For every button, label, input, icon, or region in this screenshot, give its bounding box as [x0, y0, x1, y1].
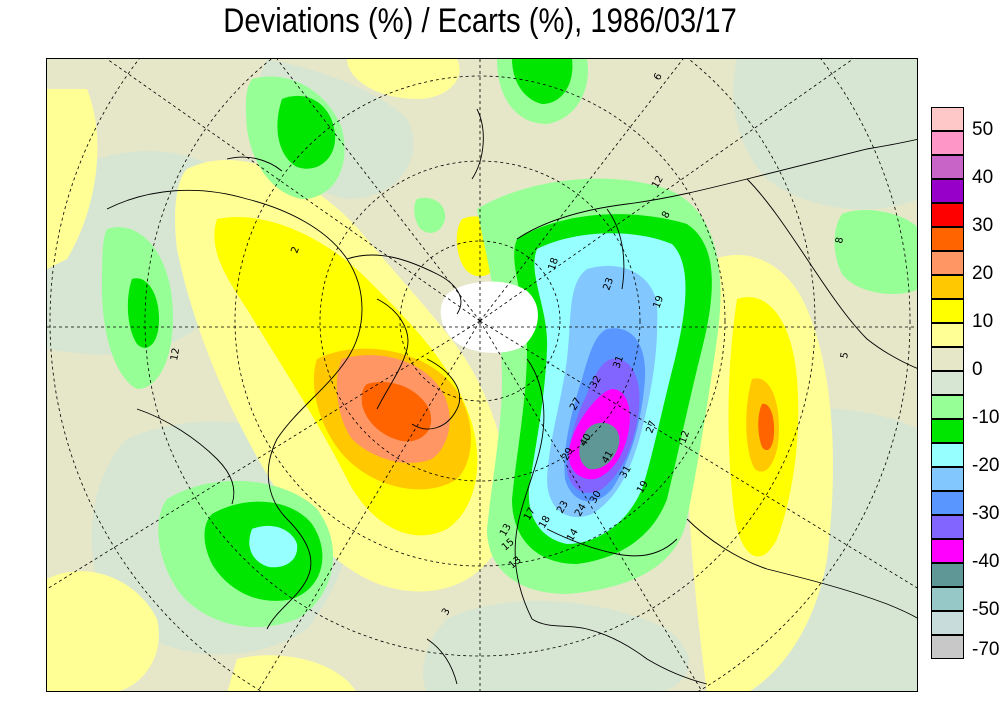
legend-tick-label: 50: [972, 119, 994, 140]
contour-labels: 18 23 19 31 32 27 29 40 41 31 30 24 23 1…: [169, 71, 851, 617]
contour-label: 23: [601, 276, 616, 292]
legend-swatch: [931, 395, 964, 419]
graticule: [47, 59, 917, 691]
legend-swatch: [931, 635, 964, 659]
contour-label: 18: [546, 256, 561, 272]
polar-no-data-area: [440, 281, 538, 353]
legend-swatch: [931, 179, 964, 203]
legend-tick-label: -10: [972, 407, 1000, 428]
contour-label: 12: [677, 429, 692, 445]
legend-swatch: [931, 587, 964, 611]
legend-swatch: [931, 107, 964, 131]
legend-swatch: [931, 275, 964, 299]
legend-tick-label: 20: [972, 263, 994, 284]
legend-swatch: [931, 203, 964, 227]
contour-label: 12: [169, 347, 182, 361]
map-panel: 18 23 19 31 32 27 29 40 41 31 30 24 23 1…: [46, 58, 918, 692]
legend-swatch: [931, 299, 964, 323]
legend-tick-label: -20: [972, 455, 1000, 476]
map-title: Deviations (%) / Ecarts (%), 1986/03/17: [223, 2, 737, 40]
legend-swatch: [931, 443, 964, 467]
deviation-map: 18 23 19 31 32 27 29 40 41 31 30 24 23 1…: [47, 59, 917, 691]
legend-swatch: [931, 227, 964, 251]
legend-tick-label: 0: [972, 359, 983, 380]
legend-swatch: [931, 563, 964, 587]
contour-label: 5: [839, 351, 851, 359]
positive-25-30-zone: [361, 381, 775, 451]
contour-label: 8: [660, 209, 673, 220]
legend-swatch: [931, 611, 964, 635]
legend-tick-label: 10: [972, 311, 994, 332]
legend-swatch: [931, 515, 964, 539]
contour-label: 3: [440, 606, 453, 617]
legend-tick-label: 30: [972, 215, 994, 236]
legend-tick-label: -70: [972, 639, 1000, 660]
legend-swatch: [931, 467, 964, 491]
coastlines: [106, 108, 917, 685]
contour-label: 8: [834, 236, 846, 244]
legend-swatch: [931, 539, 964, 563]
legend-swatch: [931, 251, 964, 275]
legend-swatch: [931, 419, 964, 443]
legend-swatch: [931, 323, 964, 347]
legend-tick-label: -50: [972, 599, 1000, 620]
contour-label: 31: [611, 354, 626, 370]
legend-tick-label: 40: [972, 167, 994, 188]
legend-swatch: [931, 371, 964, 395]
legend-swatch: [931, 131, 964, 155]
legend-swatch: [931, 491, 964, 515]
contour-label: 19: [651, 294, 666, 310]
legend-tick-label: -40: [972, 551, 1000, 572]
legend-tick-label: -30: [972, 503, 1000, 524]
contour-label: 6: [652, 71, 665, 82]
contour-label: 27: [644, 419, 659, 435]
legend-swatch: [931, 155, 964, 179]
negative-40-50-zone: [579, 422, 620, 470]
contour-label: 2: [289, 245, 302, 255]
legend-swatch: [931, 347, 964, 371]
